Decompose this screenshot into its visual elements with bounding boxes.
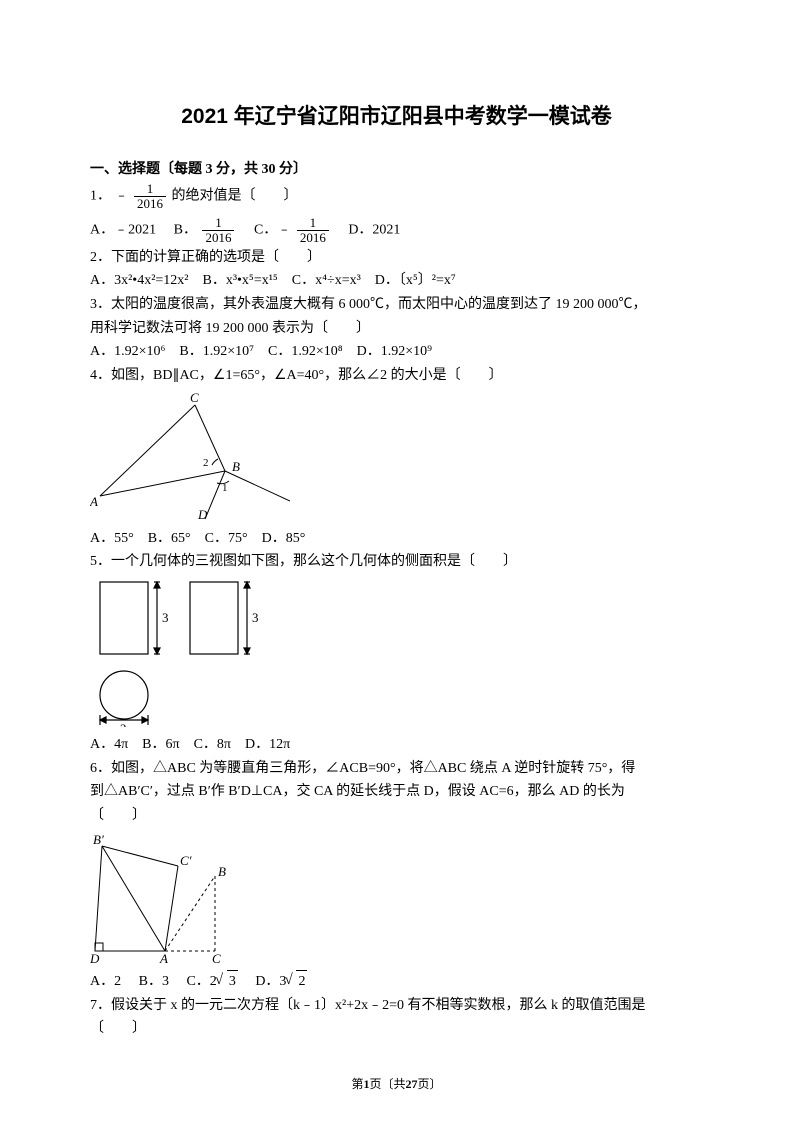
q5-dim3a: 3 <box>162 610 169 625</box>
q4-label-B: B <box>232 459 240 474</box>
q6-line2: 到△AB′C′，过点 B′作 B′D⊥CA，交 CA 的延长线于点 D，假设 A… <box>90 781 703 803</box>
q1-frac: 1 2016 <box>134 182 166 210</box>
q1-optC-label: C．﹣ <box>254 223 291 238</box>
q6-label-Cp: C′ <box>180 853 192 868</box>
q1-optC-frac: 1 2016 <box>297 216 329 244</box>
page-footer: 第1页〔共27页〕 <box>0 1075 793 1092</box>
q3-line2: 用科学记数法可将 19 200 000 表示为〔 〕 <box>90 318 703 340</box>
q4-diagram: A B C D 1 2 <box>90 391 703 526</box>
q4-label-D: D <box>197 507 208 521</box>
q5-stem: 5．一个几何体的三视图如下图，那么这个几何体的侧面积是〔 〕 <box>90 551 703 573</box>
q3-options: A．1.92×10⁶ B．1.92×10⁷ C．1.92×10⁸ D．1.92×… <box>90 341 703 363</box>
q6-diagram: D A C B B′ C′ <box>90 831 703 968</box>
footer-prefix: 第 <box>351 1077 363 1091</box>
q6-optC-label: C．2 <box>186 974 216 989</box>
q6-options: A．2 B．3 C．23 D．32 <box>90 970 703 993</box>
q4-label-ang1: 1 <box>222 482 228 494</box>
q1-optA: A．﹣2021 <box>90 223 156 238</box>
q6-line1: 6．如图，△ABC 为等腰直角三角形，∠ACB=90°，将△ABC 绕点 A 逆… <box>90 758 703 780</box>
q4-options: A．55° B．65° C．75° D．85° <box>90 528 703 550</box>
q1-options: A．﹣2021 B． 1 2016 C．﹣ 1 2016 D．2021 <box>90 216 703 244</box>
q5-options: A．4π B．6π C．8π D．12π <box>90 734 703 756</box>
q4-label-ang2: 2 <box>203 457 209 469</box>
q6-line3: 〔 〕 <box>90 805 703 827</box>
q1-neg: ﹣ <box>115 188 129 203</box>
q6-optD-label: D．3 <box>255 974 286 989</box>
q6-optC-sqrt: 3 <box>217 970 238 993</box>
q1-optB-label: B． <box>174 223 197 238</box>
exam-title: 2021 年辽宁省辽阳市辽阳县中考数学一模试卷 <box>90 100 703 130</box>
q6-svg: D A C B B′ C′ <box>90 831 260 963</box>
footer-mid: 页〔共 <box>369 1077 405 1091</box>
q4-svg: A B C D 1 2 <box>90 391 290 521</box>
q5-svg: 3 3 2 <box>90 577 310 727</box>
section-1-head: 一、选择题〔每题 3 分，共 30 分〕 <box>90 158 703 178</box>
q6-optA: A．2 <box>90 974 121 989</box>
q1-optD: D．2021 <box>348 223 400 238</box>
q1-optB-frac: 1 2016 <box>202 216 234 244</box>
page: 2021 年辽宁省辽阳市辽阳县中考数学一模试卷 一、选择题〔每题 3 分，共 3… <box>0 0 793 1122</box>
q6-optB: B．3 <box>139 974 169 989</box>
q6-label-C: C <box>212 951 221 963</box>
q5-dim2: 2 <box>120 721 127 727</box>
q6-label-D: D <box>90 951 100 963</box>
q4-stem: 4．如图，BD∥AC，∠1=65°，∠A=40°，那么∠2 的大小是〔 〕 <box>90 365 703 387</box>
q4-label-C: C <box>190 391 199 405</box>
q1-suffix: 的绝对值是〔 〕 <box>172 188 298 203</box>
q7-line1: 7．假设关于 x 的一元二次方程〔k﹣1〕x²+2x﹣2=0 有不相等实数根，那… <box>90 995 703 1017</box>
footer-suffix: 页〕 <box>418 1077 442 1091</box>
q1-stem: 1． ﹣ 1 2016 的绝对值是〔 〕 <box>90 182 703 210</box>
q6-label-B: B <box>218 864 226 879</box>
q6-optD-sqrt: 2 <box>286 970 307 993</box>
footer-total: 27 <box>406 1077 418 1091</box>
q3-line1: 3．太阳的温度很高，其外表温度大概有 6 000℃，而太阳中心的温度到达了 19… <box>90 294 703 316</box>
q5-dim3b: 3 <box>252 610 259 625</box>
q4-label-A: A <box>90 494 98 509</box>
q6-label-A: A <box>159 951 168 963</box>
q1-num: 1． <box>90 188 111 203</box>
q2-options: A．3x²•4x²=12x² B．x³•x⁵=x¹⁵ C．x⁴÷x=x³ D．〔… <box>90 270 703 292</box>
q5-diagram: 3 3 2 <box>90 577 703 732</box>
q2-stem: 2．下面的计算正确的选项是〔 〕 <box>90 247 703 269</box>
q7-line2: 〔 〕 <box>90 1018 703 1040</box>
q6-label-Bp: B′ <box>93 832 104 847</box>
